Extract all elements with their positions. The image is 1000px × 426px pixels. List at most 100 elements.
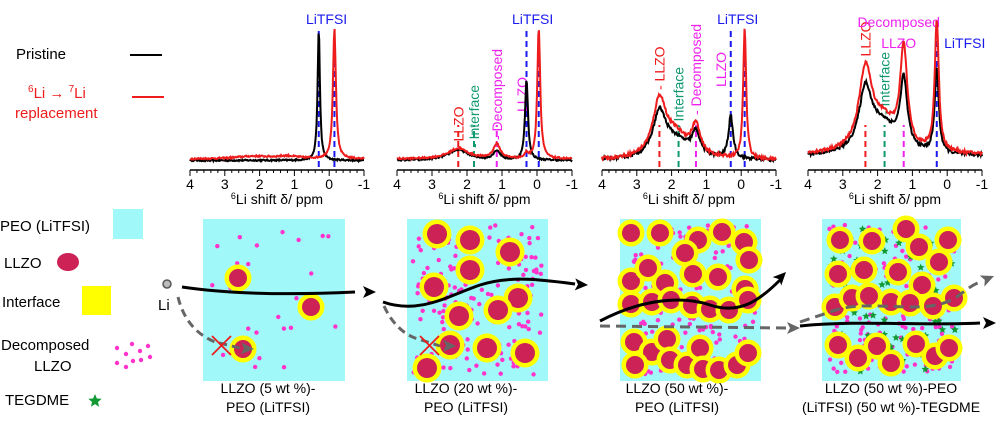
series-line-pristine bbox=[807, 66, 983, 160]
li-source: Li bbox=[158, 279, 172, 314]
llzo-particle bbox=[449, 306, 469, 326]
tegdme-star bbox=[862, 312, 870, 320]
decomposed-llzo-dot bbox=[246, 326, 251, 331]
llzo-particle bbox=[684, 265, 702, 283]
decomposed-llzo-dot bbox=[525, 319, 531, 324]
llzo-particle bbox=[643, 343, 661, 361]
li-path-solid bbox=[599, 278, 782, 323]
llzo-particle bbox=[417, 358, 437, 378]
decomposed-dot bbox=[147, 354, 153, 360]
decomposed-llzo-dot bbox=[521, 272, 526, 278]
x-tick-label: -1 bbox=[976, 176, 989, 192]
decomposed-llzo-dot bbox=[495, 260, 501, 266]
decomposed-llzo-dot bbox=[276, 314, 281, 320]
x-tick-label: 2 bbox=[668, 176, 676, 192]
llzo-particle bbox=[882, 354, 900, 372]
decomposed-llzo-dot bbox=[237, 234, 243, 240]
x-axis-label: 6Li shift δ/ ppm bbox=[231, 191, 323, 207]
decomposed-llzo-dot bbox=[281, 365, 287, 370]
decomposed-llzo-dot bbox=[835, 369, 840, 375]
decomposed-llzo-dot bbox=[410, 259, 416, 264]
llzo-particle bbox=[500, 242, 520, 262]
x-axis-label-text: Li shift δ/ ppm bbox=[648, 191, 735, 207]
decomposed-llzo-dot bbox=[474, 363, 479, 368]
decomposed-llzo-dot bbox=[500, 357, 505, 363]
decomposed-llzo-dot bbox=[440, 315, 446, 320]
tegdme-star bbox=[830, 255, 838, 263]
decomposed-llzo-dot bbox=[464, 356, 470, 361]
decomposed-llzo-dot bbox=[220, 352, 226, 358]
decomposed-llzo-dot bbox=[857, 316, 863, 321]
li-path-solid bbox=[799, 321, 981, 328]
caption-panel-4-line1: LLZO (50 wt %)-PEO bbox=[825, 380, 957, 396]
decomposed-llzo-dot bbox=[415, 290, 420, 296]
llzo-particle bbox=[901, 294, 919, 312]
x-tick-label: 3 bbox=[839, 176, 847, 192]
decomposed-llzo-dot bbox=[309, 271, 314, 276]
annotation-label-interface: - Interface bbox=[877, 52, 893, 115]
llzo-particle bbox=[868, 337, 886, 355]
decomposed-llzo-dot bbox=[281, 326, 287, 331]
decomposed-llzo-dot bbox=[903, 325, 908, 330]
llzo-particle bbox=[427, 224, 447, 244]
decomposed-llzo-dot bbox=[903, 254, 909, 259]
decomposed-llzo-dot bbox=[936, 277, 941, 282]
x-axis-label-superscript: 6 bbox=[643, 191, 648, 201]
decomposed-llzo-dot bbox=[919, 325, 925, 331]
decomposed-llzo-dot bbox=[687, 321, 693, 327]
x-tick-label: -1 bbox=[770, 176, 783, 192]
x-tick-label: 3 bbox=[633, 176, 641, 192]
x-tick-label: 2 bbox=[463, 176, 471, 192]
decomposed-llzo-dot bbox=[933, 325, 939, 330]
x-tick-label: 1 bbox=[703, 176, 711, 192]
x-tick-label: 1 bbox=[498, 176, 506, 192]
decomposed-llzo-dot bbox=[296, 237, 301, 243]
tegdme-star bbox=[921, 365, 930, 373]
series-line-replacement bbox=[396, 30, 573, 162]
x-axis-label: 6Li shift δ/ ppm bbox=[849, 191, 941, 207]
legend-sup-7: 7 bbox=[69, 84, 75, 95]
tegdme-star-icon bbox=[88, 394, 102, 407]
series-line-replacement bbox=[807, 20, 983, 158]
decomposed-llzo-dot bbox=[527, 240, 532, 246]
llzo-particle bbox=[477, 338, 497, 358]
decomposed-llzo-dot bbox=[900, 248, 905, 254]
captions: LLZO (5 wt %)- PEO (LiTFSI) LLZO (20 wt … bbox=[221, 380, 981, 415]
legend-llzo-label: LLZO bbox=[4, 255, 42, 272]
llzo-particle bbox=[709, 268, 727, 286]
llzo-particle bbox=[907, 335, 925, 353]
decomposed-llzo-dot bbox=[911, 326, 916, 332]
decomposed-llzo-dot bbox=[535, 235, 541, 241]
decomposed-llzo-dot bbox=[638, 252, 644, 257]
decomposed-llzo-dot bbox=[465, 347, 470, 352]
tegdme-star bbox=[916, 263, 925, 271]
decomposed-llzo-dot bbox=[507, 325, 512, 330]
llzo-particle bbox=[639, 259, 657, 277]
llzo-particle bbox=[460, 230, 480, 250]
schematic-panel-2 bbox=[407, 219, 548, 383]
annotation-label-decomposed: - Decomposed bbox=[688, 24, 704, 115]
decomposed-llzo-dot bbox=[733, 334, 738, 339]
decomposed-llzo-dot bbox=[441, 326, 446, 332]
decomposed-llzo-dot bbox=[538, 312, 544, 317]
li-label: Li bbox=[158, 297, 170, 314]
decomposed-llzo-dot bbox=[529, 282, 535, 287]
llzo-particle bbox=[710, 361, 728, 379]
llzo-particle bbox=[863, 232, 881, 250]
llzo-particle bbox=[234, 340, 252, 358]
decomposed-llzo-dot bbox=[853, 240, 858, 245]
decomposed-llzo-dot bbox=[750, 319, 756, 325]
decomposed-llzo-dot bbox=[506, 266, 512, 271]
decomposed-llzo-dot bbox=[713, 250, 719, 255]
tegdme-star bbox=[881, 247, 889, 255]
decomposed-llzo-dot bbox=[683, 330, 688, 335]
decomposed-dot bbox=[114, 345, 120, 351]
decomposed-llzo-dot bbox=[534, 267, 539, 272]
decomposed-llzo-dot bbox=[254, 243, 260, 248]
llzo-particle bbox=[939, 231, 957, 249]
decomposed-llzo-dot bbox=[901, 316, 907, 322]
decomposed-llzo-dot bbox=[523, 254, 528, 260]
tegdme-star bbox=[864, 331, 872, 339]
x-tick-label: 1 bbox=[909, 176, 917, 192]
decomposed-dot bbox=[130, 358, 136, 364]
